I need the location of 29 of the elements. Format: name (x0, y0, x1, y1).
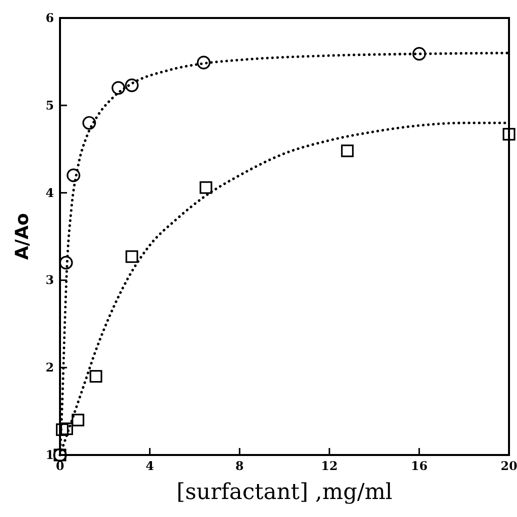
point (90, 370, 102, 383)
point (66, 168, 80, 182)
point (60, 422, 74, 436)
y-tick-label: 2 (46, 360, 54, 375)
x-tick-label: 16 (410, 459, 428, 473)
point (56, 423, 69, 436)
x-tick-label: 0 (56, 459, 64, 473)
x-tick-label: 12 (321, 459, 338, 473)
point (200, 181, 212, 194)
point (59, 256, 73, 270)
y-tick-label: 3 (46, 273, 54, 288)
point (72, 414, 84, 426)
point (125, 78, 139, 92)
y-tick-label: 1 (46, 448, 54, 462)
point (412, 47, 426, 61)
x-axis-title: [surfactant] ,mg/ml (176, 480, 392, 505)
point (196, 56, 210, 70)
x-tick-label: 8 (235, 459, 244, 473)
x-tick-label: 4 (146, 459, 154, 473)
point (126, 250, 138, 263)
point (502, 128, 516, 141)
y-tick-label: 4 (46, 186, 54, 200)
point (341, 144, 354, 158)
y-tick-label: 6 (46, 11, 54, 25)
point (82, 116, 96, 130)
y-axis-title: A/Ao (12, 213, 33, 260)
y-tick-label: 5 (46, 98, 54, 112)
x-tick-label: 20 (500, 459, 517, 473)
point (112, 81, 126, 95)
